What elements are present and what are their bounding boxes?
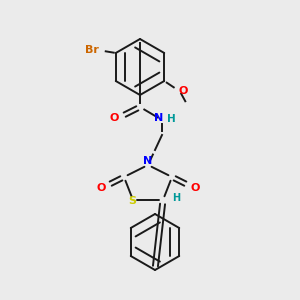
Text: O: O [190, 183, 200, 193]
Text: S: S [128, 196, 136, 206]
Text: O: O [109, 113, 119, 123]
Text: Br: Br [85, 45, 99, 55]
Text: H: H [172, 193, 180, 203]
Text: N: N [154, 113, 164, 123]
Text: N: N [143, 156, 153, 166]
Text: O: O [96, 183, 106, 193]
Text: O: O [178, 86, 188, 96]
Text: H: H [167, 114, 176, 124]
